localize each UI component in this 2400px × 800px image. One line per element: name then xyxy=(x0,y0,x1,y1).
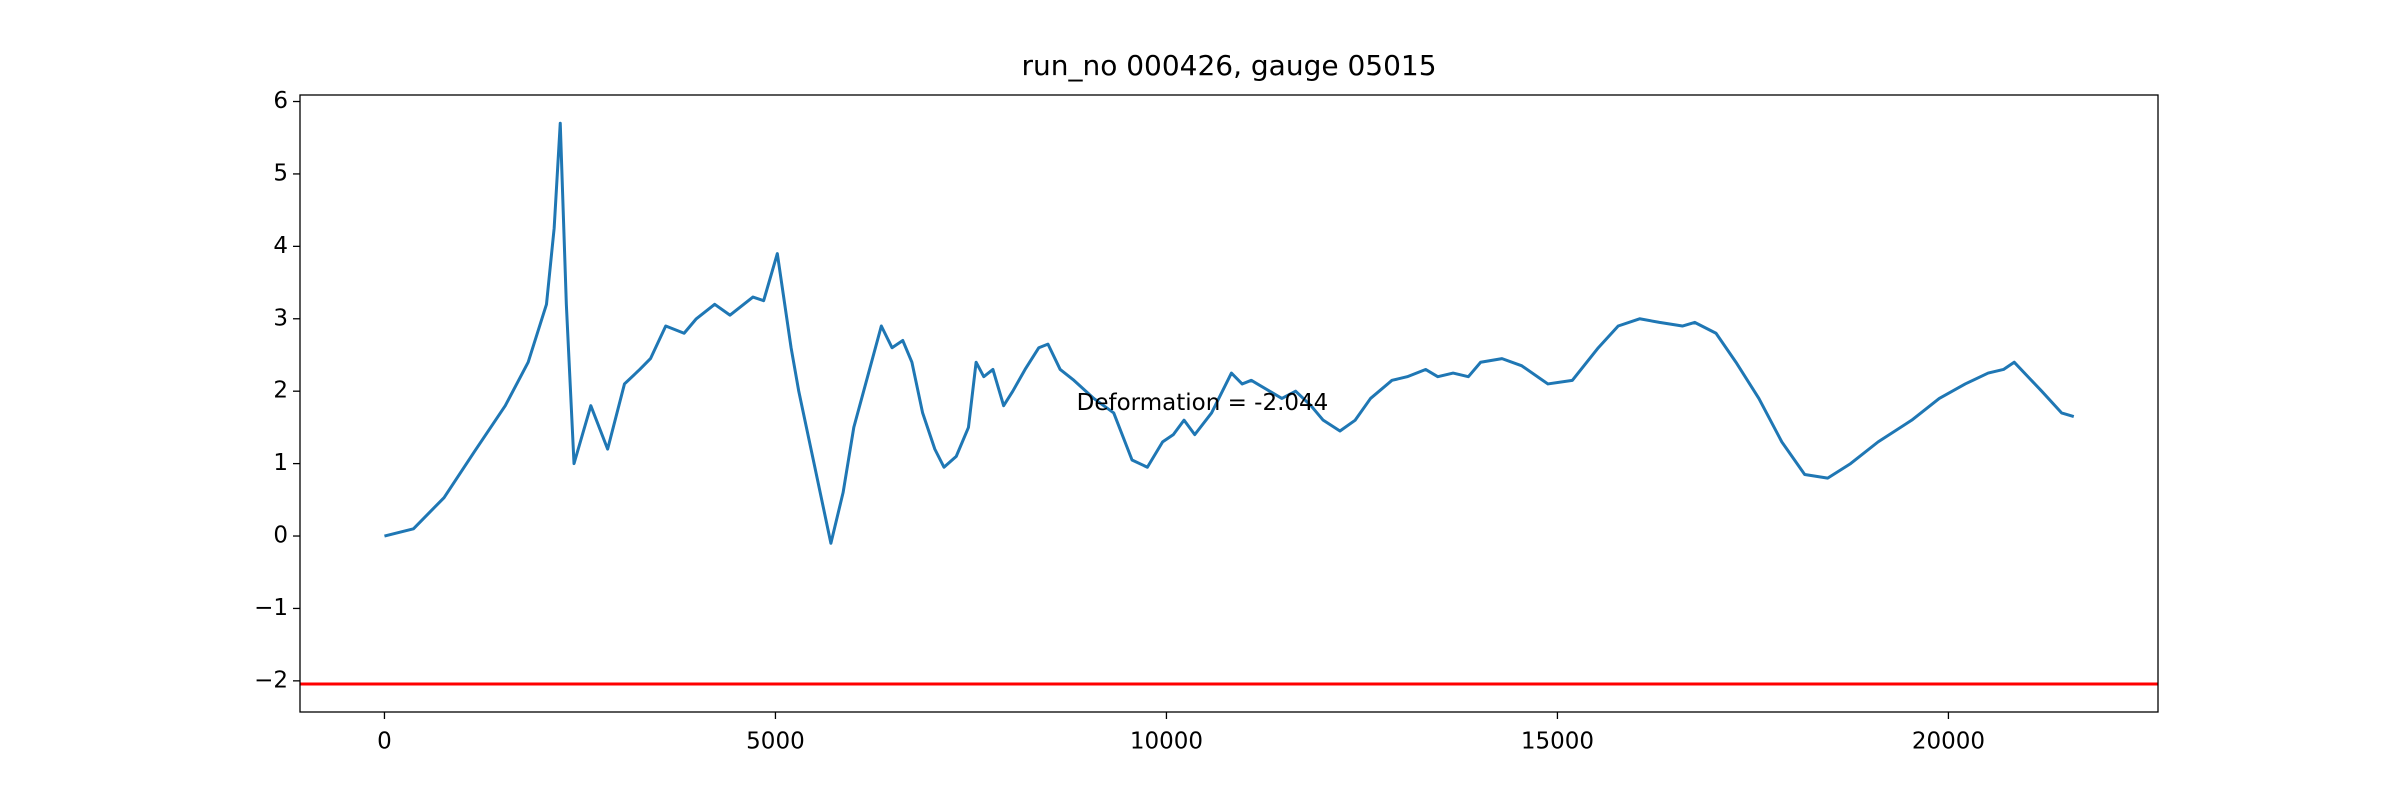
y-tick-label: 2 xyxy=(273,378,288,404)
y-tick-label: −2 xyxy=(254,667,288,693)
x-tick-label: 0 xyxy=(377,729,392,755)
x-tick-label: 15000 xyxy=(1521,729,1594,755)
plot-frame xyxy=(299,94,2159,713)
x-tick-label: 20000 xyxy=(1912,729,1985,755)
x-tick-label: 5000 xyxy=(746,729,805,755)
x-tick-label: 10000 xyxy=(1130,729,1203,755)
y-tick-label: 6 xyxy=(273,88,288,114)
annotation: Deformation = -2.044 xyxy=(1077,390,1329,416)
y-tick-label: 0 xyxy=(273,523,288,549)
y-tick-label: 5 xyxy=(273,160,288,186)
chart-title: run_no 000426, gauge 05015 xyxy=(1021,49,1436,82)
y-tick-label: −1 xyxy=(254,595,288,621)
y-tick-label: 3 xyxy=(273,305,288,331)
y-tick-label: 1 xyxy=(273,450,288,476)
data-line xyxy=(384,121,2075,545)
y-tick-label: 4 xyxy=(273,233,288,259)
